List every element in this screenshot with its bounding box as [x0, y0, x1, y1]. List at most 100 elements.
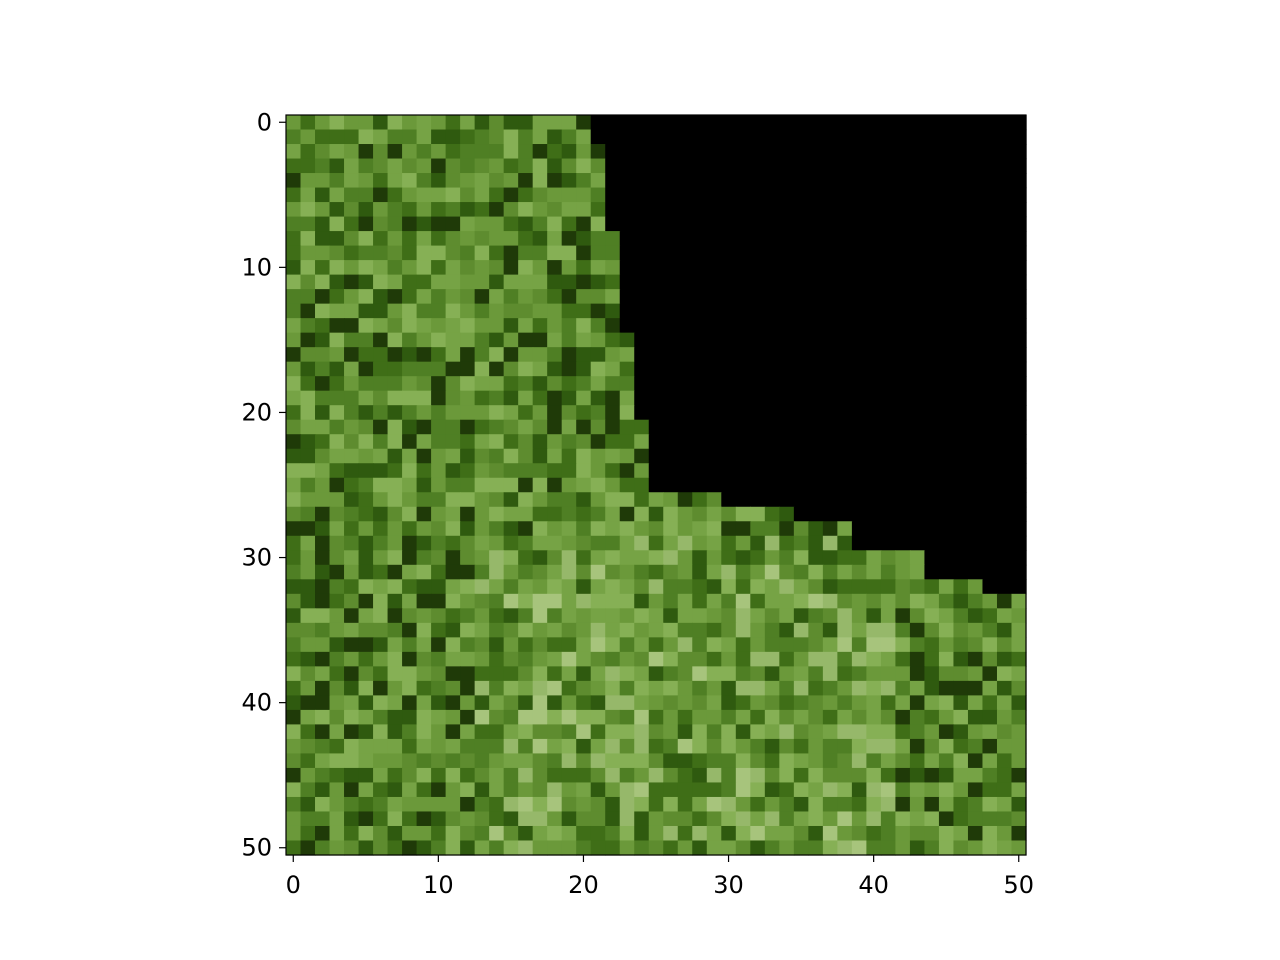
image-pixel: [402, 579, 417, 594]
image-pixel: [866, 579, 881, 594]
masked-pixel: [953, 449, 968, 464]
image-pixel: [373, 478, 388, 493]
masked-pixel: [953, 115, 968, 130]
image-pixel: [562, 420, 577, 435]
image-pixel: [489, 478, 504, 493]
masked-pixel: [721, 405, 736, 420]
image-pixel: [750, 797, 765, 812]
masked-pixel: [678, 333, 693, 348]
masked-pixel: [982, 202, 997, 217]
image-pixel: [808, 594, 823, 609]
masked-pixel: [881, 420, 896, 435]
image-pixel: [562, 594, 577, 609]
image-pixel: [315, 681, 330, 696]
image-pixel: [881, 753, 896, 768]
masked-pixel: [765, 159, 780, 174]
image-pixel: [431, 550, 446, 565]
image-pixel: [402, 391, 417, 406]
image-pixel: [794, 521, 809, 536]
image-pixel: [402, 826, 417, 841]
masked-pixel: [910, 115, 925, 130]
image-pixel: [344, 492, 359, 507]
image-pixel: [939, 826, 954, 841]
image-pixel: [562, 652, 577, 667]
image-pixel: [286, 362, 301, 377]
masked-pixel: [707, 405, 722, 420]
masked-pixel: [1011, 115, 1026, 130]
masked-pixel: [649, 304, 664, 319]
masked-pixel: [866, 144, 881, 159]
image-pixel: [678, 521, 693, 536]
image-pixel: [794, 811, 809, 826]
image-pixel: [344, 362, 359, 377]
image-pixel: [562, 753, 577, 768]
image-pixel: [736, 507, 751, 522]
image-pixel: [533, 695, 548, 710]
image-pixel: [301, 289, 316, 304]
image-pixel: [721, 666, 736, 681]
masked-pixel: [678, 115, 693, 130]
image-pixel: [286, 217, 301, 232]
image-pixel: [547, 231, 562, 246]
masked-pixel: [910, 318, 925, 333]
masked-pixel: [881, 434, 896, 449]
image-pixel: [547, 695, 562, 710]
image-pixel: [518, 782, 533, 797]
masked-pixel: [924, 565, 939, 580]
masked-pixel: [750, 246, 765, 261]
masked-pixel: [765, 304, 780, 319]
image-pixel: [634, 768, 649, 783]
image-pixel: [750, 826, 765, 841]
image-pixel: [634, 579, 649, 594]
masked-pixel: [779, 159, 794, 174]
masked-pixel: [982, 405, 997, 420]
masked-pixel: [866, 130, 881, 145]
masked-pixel: [895, 144, 910, 159]
masked-pixel: [736, 420, 751, 435]
image-pixel: [301, 231, 316, 246]
image-pixel: [359, 797, 374, 812]
image-pixel: [388, 289, 403, 304]
image-pixel: [605, 623, 620, 638]
masked-pixel: [678, 202, 693, 217]
image-pixel: [634, 507, 649, 522]
image-pixel: [330, 536, 345, 551]
masked-pixel: [649, 246, 664, 261]
image-pixel: [924, 623, 939, 638]
masked-pixel: [968, 333, 983, 348]
image-pixel: [736, 608, 751, 623]
image-pixel: [388, 144, 403, 159]
image-pixel: [634, 492, 649, 507]
image-pixel: [315, 637, 330, 652]
image-pixel: [359, 608, 374, 623]
image-pixel: [968, 681, 983, 696]
image-pixel: [402, 594, 417, 609]
image-pixel: [402, 246, 417, 261]
masked-pixel: [924, 130, 939, 145]
image-pixel: [301, 840, 316, 855]
masked-pixel: [692, 159, 707, 174]
masked-pixel: [808, 507, 823, 522]
image-pixel: [591, 536, 606, 551]
masked-pixel: [852, 246, 867, 261]
image-pixel: [605, 405, 620, 420]
image-pixel: [968, 579, 983, 594]
image-pixel: [315, 710, 330, 725]
masked-pixel: [808, 144, 823, 159]
masked-pixel: [605, 130, 620, 145]
image-pixel: [533, 318, 548, 333]
image-pixel: [692, 840, 707, 855]
image-pixel: [866, 565, 881, 580]
image-pixel: [866, 550, 881, 565]
image-pixel: [533, 666, 548, 681]
image-pixel: [562, 521, 577, 536]
image-pixel: [373, 666, 388, 681]
masked-pixel: [765, 275, 780, 290]
image-pixel: [866, 840, 881, 855]
image-pixel: [779, 652, 794, 667]
image-pixel: [852, 826, 867, 841]
masked-pixel: [707, 159, 722, 174]
masked-pixel: [707, 391, 722, 406]
masked-pixel: [881, 260, 896, 275]
masked-pixel: [692, 231, 707, 246]
